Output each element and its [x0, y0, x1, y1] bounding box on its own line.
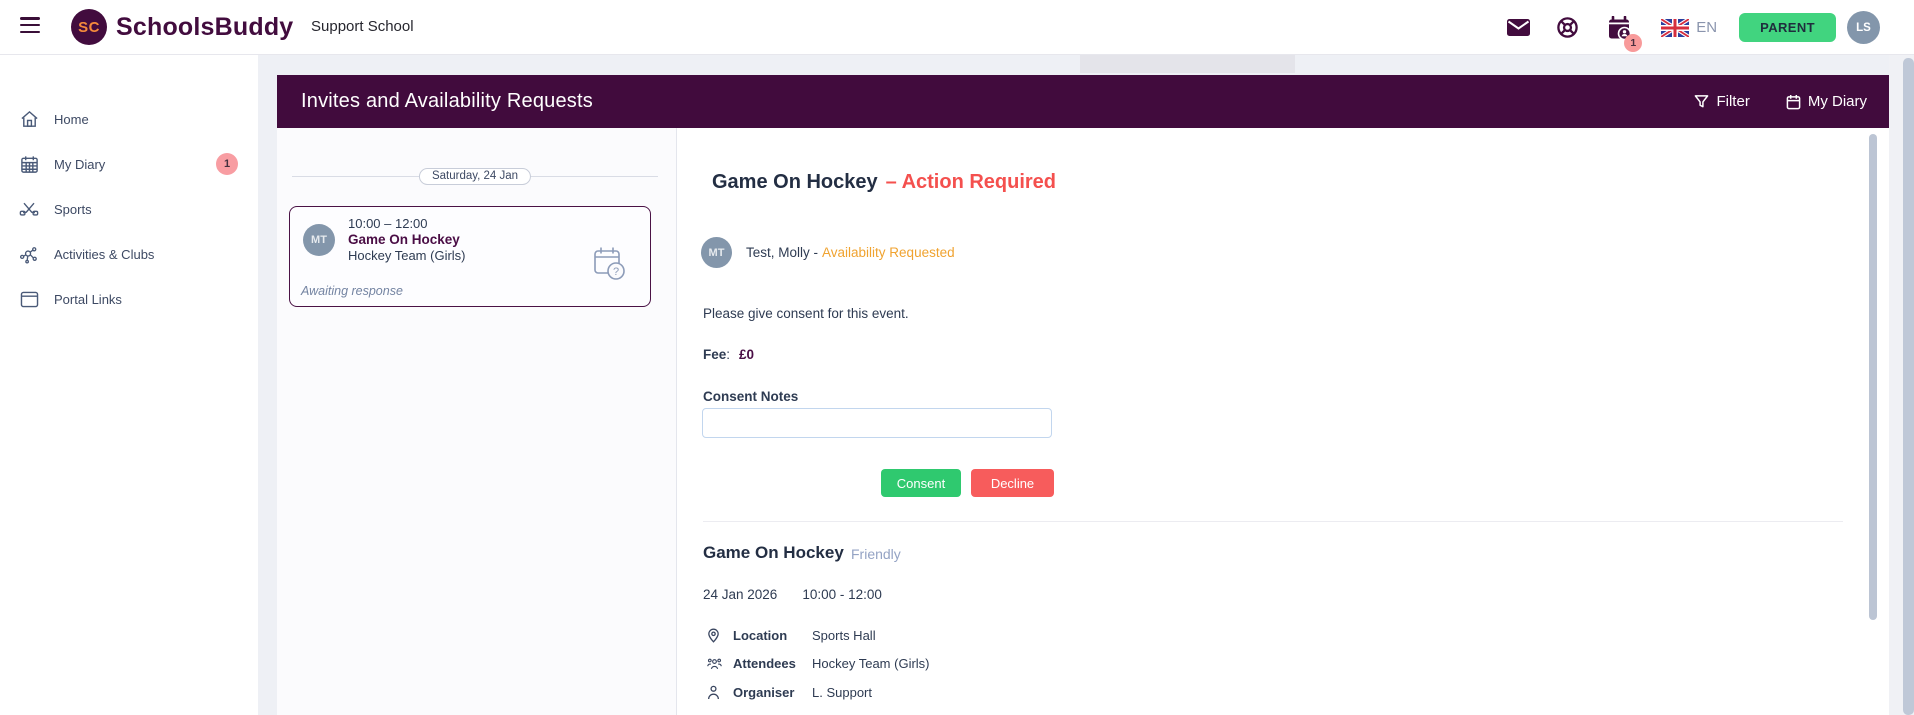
svg-text:?: ?	[613, 266, 619, 278]
menu-icon[interactable]	[20, 17, 40, 37]
event-time-range: 10:00 - 12:00	[802, 587, 882, 602]
consent-actions: Consent Decline	[881, 469, 1054, 497]
sidebar-item-portal-links[interactable]: Portal Links	[0, 277, 258, 322]
header-actions: 1 EN PARENT LS	[1507, 0, 1880, 55]
event-card[interactable]: MT 10:00 – 12:00 Game On Hockey Hockey T…	[289, 206, 651, 307]
sidebar-item-label: Home	[54, 112, 89, 127]
my-diary-label: My Diary	[1807, 93, 1867, 110]
hockey-sticks-icon	[19, 200, 39, 220]
participant-row: MT Test, Molly - Availability Requested	[701, 237, 955, 268]
sidebar-item-sports[interactable]: Sports	[0, 187, 258, 232]
detail-title: Game On Hockey	[712, 171, 878, 193]
consent-notes-input[interactable]	[702, 408, 1052, 438]
student-avatar: MT	[303, 224, 335, 256]
event-time: 10:00 – 12:00	[348, 216, 428, 231]
diary-count-badge: 1	[216, 153, 238, 175]
event-team: Hockey Team (Girls)	[348, 248, 466, 263]
event-when: 24 Jan 2026 10:00 - 12:00	[703, 587, 882, 602]
language-code: EN	[1696, 19, 1718, 36]
sidebar-item-my-diary[interactable]: My Diary 1	[0, 142, 258, 187]
header-shadow	[1080, 55, 1295, 73]
consent-notes-label: Consent Notes	[703, 389, 799, 404]
detail-heading: Game On Hockey – Action Required	[712, 171, 1056, 194]
sidebar-item-activities-clubs[interactable]: Activities & Clubs	[0, 232, 258, 277]
consent-button[interactable]: Consent	[881, 469, 961, 497]
attendees-value: Hockey Team (Girls)	[812, 656, 930, 671]
school-name: Support School	[311, 18, 414, 35]
sidebar-item-label: My Diary	[54, 157, 106, 172]
location-value: Sports Hall	[812, 628, 876, 643]
location-row: Location Sports Hall	[707, 627, 876, 644]
availability-requested-status: Availability Requested	[822, 245, 955, 260]
window-scrollbar-thumb[interactable]	[1903, 58, 1914, 715]
brand-badge: SC	[71, 9, 107, 45]
fee-line: Fee: £0	[703, 347, 754, 362]
event-type-label: Friendly	[851, 546, 901, 562]
portal-window-icon	[19, 290, 39, 310]
availability-question-icon: ?	[592, 245, 626, 281]
brand-name: SchoolsBuddy	[116, 12, 294, 41]
page-title: Invites and Availability Requests	[301, 90, 593, 112]
fee-separator: :	[726, 347, 731, 362]
participant-name: Test, Molly -	[746, 245, 819, 260]
sidebar-item-label: Sports	[54, 202, 92, 217]
fee-value: £0	[739, 347, 755, 362]
sidebar-item-label: Portal Links	[54, 292, 122, 307]
messages-icon[interactable]	[1507, 19, 1531, 36]
availability-count-badge: 1	[1624, 33, 1643, 52]
organiser-label: Organiser	[733, 685, 795, 700]
language-selector[interactable]: EN	[1661, 18, 1718, 37]
fee-label: Fee	[703, 347, 727, 362]
toolbar: Invites and Availability Requests Filter…	[277, 75, 1889, 128]
event-detail-pane: Game On Hockey – Action Required MT Test,…	[677, 128, 1888, 715]
date-pill: Saturday, 24 Jan	[418, 168, 532, 185]
main-panel: Invites and Availability Requests Filter…	[277, 75, 1889, 715]
sidebar-item-home[interactable]: Home	[0, 97, 258, 142]
activities-network-icon	[19, 245, 39, 265]
attendees-label: Attendees	[733, 656, 796, 671]
sidebar-item-label: Activities & Clubs	[54, 247, 155, 262]
location-pin-icon	[707, 628, 722, 644]
user-avatar[interactable]: LS	[1847, 11, 1880, 44]
consent-prompt: Please give consent for this event.	[703, 306, 909, 321]
sidebar: Home My Diary 1 Sports Activities & Club…	[0, 55, 258, 715]
filter-label: Filter	[1716, 93, 1750, 110]
calendar-icon	[1786, 94, 1801, 109]
event-list-pane: Saturday, 24 Jan MT 10:00 – 12:00 Game O…	[277, 128, 677, 715]
section-divider	[703, 521, 1843, 522]
organiser-value: L. Support	[812, 685, 872, 700]
participant-avatar: MT	[701, 237, 732, 268]
attendees-row: Attendees Hockey Team (Girls)	[707, 655, 930, 672]
event-title: Game On Hockey	[348, 232, 460, 247]
brand-logo[interactable]: SC SchoolsBuddy	[71, 9, 293, 45]
event-detail-title: Game On Hockey	[703, 543, 844, 562]
availability-requests-icon[interactable]: 1	[1607, 15, 1643, 52]
panel-scrollbar[interactable]	[1869, 134, 1877, 620]
top-header: SC SchoolsBuddy Support School 1 EN PARE…	[0, 0, 1914, 55]
awaiting-response-status: Awaiting response	[301, 284, 403, 298]
my-diary-button[interactable]: My Diary	[1786, 93, 1867, 110]
location-label: Location	[733, 628, 788, 643]
event-date: 24 Jan 2026	[703, 587, 778, 602]
help-icon[interactable]	[1556, 16, 1579, 39]
parent-role-button[interactable]: PARENT	[1739, 13, 1836, 42]
home-icon	[19, 110, 39, 130]
filter-icon	[1695, 95, 1709, 108]
diary-calendar-icon	[19, 155, 39, 175]
organiser-row: Organiser L. Support	[707, 684, 872, 701]
decline-button[interactable]: Decline	[971, 469, 1054, 497]
action-required-label: – Action Required	[885, 171, 1057, 193]
attendees-icon	[707, 656, 722, 672]
date-divider: Saturday, 24 Jan	[292, 168, 658, 185]
organiser-person-icon	[707, 685, 722, 701]
window-scrollbar-track	[1889, 55, 1914, 715]
filter-button[interactable]: Filter	[1694, 93, 1750, 110]
uk-flag-icon	[1661, 18, 1690, 37]
